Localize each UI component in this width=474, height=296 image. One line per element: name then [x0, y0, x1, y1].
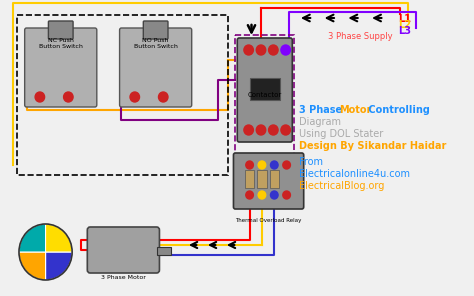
FancyBboxPatch shape [48, 21, 73, 39]
Circle shape [256, 45, 266, 55]
Circle shape [269, 125, 278, 135]
Circle shape [271, 161, 278, 169]
Text: L2: L2 [399, 20, 411, 30]
Circle shape [281, 125, 291, 135]
Text: 3 Phase Motor: 3 Phase Motor [101, 275, 146, 280]
Wedge shape [19, 252, 46, 280]
Circle shape [244, 125, 254, 135]
Text: Contactor: Contactor [247, 92, 282, 98]
Text: ElectricalBlog.org: ElectricalBlog.org [299, 181, 384, 191]
Text: L3: L3 [399, 26, 411, 36]
FancyBboxPatch shape [234, 153, 304, 209]
Text: L1: L1 [399, 14, 411, 24]
Wedge shape [46, 224, 72, 252]
Circle shape [246, 191, 254, 199]
Circle shape [281, 45, 291, 55]
Circle shape [256, 125, 266, 135]
Text: 3 Phase Supply: 3 Phase Supply [328, 32, 393, 41]
Circle shape [271, 191, 278, 199]
Circle shape [158, 92, 168, 102]
Text: Electricalonline4u.com: Electricalonline4u.com [299, 169, 410, 179]
FancyBboxPatch shape [143, 21, 168, 39]
Circle shape [258, 161, 266, 169]
Wedge shape [46, 252, 72, 280]
Circle shape [269, 45, 278, 55]
Bar [270, 170, 279, 188]
Text: From: From [299, 157, 323, 167]
Text: 3 Phase: 3 Phase [299, 105, 346, 115]
Text: NC Push
Button Switch: NC Push Button Switch [39, 38, 82, 49]
Text: Controlling: Controlling [365, 105, 430, 115]
Circle shape [64, 92, 73, 102]
Circle shape [283, 191, 291, 199]
Circle shape [258, 191, 266, 199]
Bar [250, 78, 280, 100]
Bar [245, 170, 255, 188]
Bar [257, 170, 267, 188]
FancyBboxPatch shape [87, 227, 159, 273]
Circle shape [246, 161, 254, 169]
Text: Motor: Motor [339, 105, 371, 115]
Text: NO Push
Button Switch: NO Push Button Switch [134, 38, 178, 49]
Text: Diagram: Diagram [299, 117, 341, 127]
Circle shape [130, 92, 139, 102]
FancyBboxPatch shape [25, 28, 97, 107]
FancyBboxPatch shape [119, 28, 191, 107]
Text: Design By Sikandar Haidar: Design By Sikandar Haidar [299, 141, 447, 151]
Text: Using DOL Stater: Using DOL Stater [299, 129, 383, 139]
FancyBboxPatch shape [237, 38, 292, 142]
Text: Thermal Overload Relay: Thermal Overload Relay [236, 218, 302, 223]
Circle shape [283, 161, 291, 169]
Wedge shape [19, 224, 46, 252]
Circle shape [35, 92, 45, 102]
Circle shape [244, 45, 254, 55]
Bar [156, 247, 171, 255]
